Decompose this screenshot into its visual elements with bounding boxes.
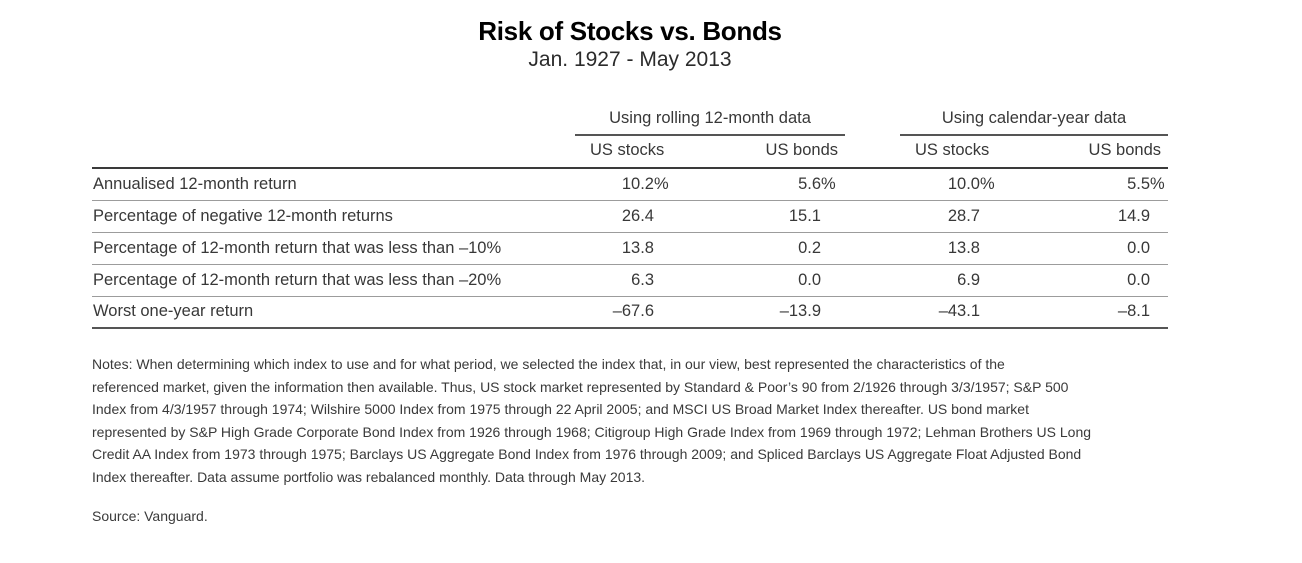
cell-value: 13.8: [575, 232, 710, 265]
table-row: Worst one-year return –67.6 –13.9 –43.1 …: [92, 296, 1169, 329]
group-spacer: [845, 108, 900, 135]
column-spacer: [845, 232, 900, 265]
notes-line: Index thereafter. Data assume portfolio …: [92, 468, 646, 485]
cell-value: 15.1: [710, 200, 845, 233]
notes-line: Credit AA Index from 1973 through 1975; …: [92, 446, 1082, 462]
column-header: US stocks: [575, 135, 710, 169]
group-header-row: Using rolling 12-month data Using calend…: [92, 108, 1169, 136]
table-row: Percentage of negative 12-month returns …: [92, 200, 1169, 233]
table-row: Percentage of 12-month return that was l…: [92, 232, 1169, 265]
cell-value: –43.1: [900, 296, 1034, 329]
row-label: Percentage of negative 12-month returns: [92, 200, 575, 233]
column-header-empty: [92, 135, 575, 169]
cell-value: 0.0: [1034, 232, 1169, 265]
cell-value: –13.9: [710, 296, 845, 329]
risk-table: Using rolling 12-month data Using calend…: [92, 108, 1169, 329]
row-label: Percentage of 12-month return that was l…: [92, 264, 575, 297]
group-header-rolling: Using rolling 12-month data: [575, 108, 845, 136]
row-label: Worst one-year return: [92, 296, 575, 329]
column-spacer: [845, 135, 900, 169]
cell-value: 5.6%: [710, 168, 845, 201]
cell-value: 0.0: [1034, 264, 1169, 297]
notes-line: referenced market, given the information…: [92, 378, 1069, 395]
cell-value: 0.0: [710, 264, 845, 297]
column-header: US bonds: [710, 135, 845, 169]
cell-value: 28.7: [900, 200, 1034, 233]
cell-value: 5.5%: [1034, 168, 1169, 201]
page-title: Risk of Stocks vs. Bonds: [478, 16, 782, 46]
cell-value: 14.9: [1034, 200, 1169, 233]
row-label: Annualised 12-month return: [92, 168, 575, 201]
notes-line: Notes: When determining which index to u…: [92, 356, 1005, 372]
source-text: Source: Vanguard.: [92, 508, 208, 524]
column-header: US bonds: [1034, 135, 1169, 169]
cell-value: 6.3: [575, 264, 710, 297]
row-label: Percentage of 12-month return that was l…: [92, 232, 575, 265]
column-spacer: [845, 200, 900, 233]
cell-value: 6.9: [900, 264, 1034, 297]
column-header: US stocks: [900, 135, 1034, 169]
cell-value: 10.0%: [900, 168, 1034, 201]
table-row: Percentage of 12-month return that was l…: [92, 264, 1169, 297]
column-spacer: [845, 264, 900, 297]
column-header-row: US stocks US bonds US stocks US bonds: [92, 135, 1169, 169]
cell-value: 0.2: [710, 232, 845, 265]
notes-text: Notes: When determining which index to u…: [92, 353, 1168, 488]
table-row: Annualised 12-month return 10.2% 5.6% 10…: [92, 168, 1169, 201]
cell-value: 10.2%: [575, 168, 710, 201]
report-content: Risk of Stocks vs. Bonds Jan. 1927 - May…: [92, 0, 1169, 527]
notes-line: Index from 4/3/1957 through 1974; Wilshi…: [92, 401, 1029, 417]
notes-line: represented by S&P High Grade Corporate …: [92, 423, 1092, 440]
column-spacer: [845, 296, 900, 329]
cell-value: –8.1: [1034, 296, 1169, 329]
cell-value: 26.4: [575, 200, 710, 233]
cell-value: –67.6: [575, 296, 710, 329]
cell-value: 13.8: [900, 232, 1034, 265]
group-header-empty: [92, 108, 575, 135]
column-spacer: [845, 168, 900, 201]
page-subtitle: Jan. 1927 - May 2013: [528, 48, 732, 71]
group-header-calendar: Using calendar-year data: [900, 108, 1169, 136]
